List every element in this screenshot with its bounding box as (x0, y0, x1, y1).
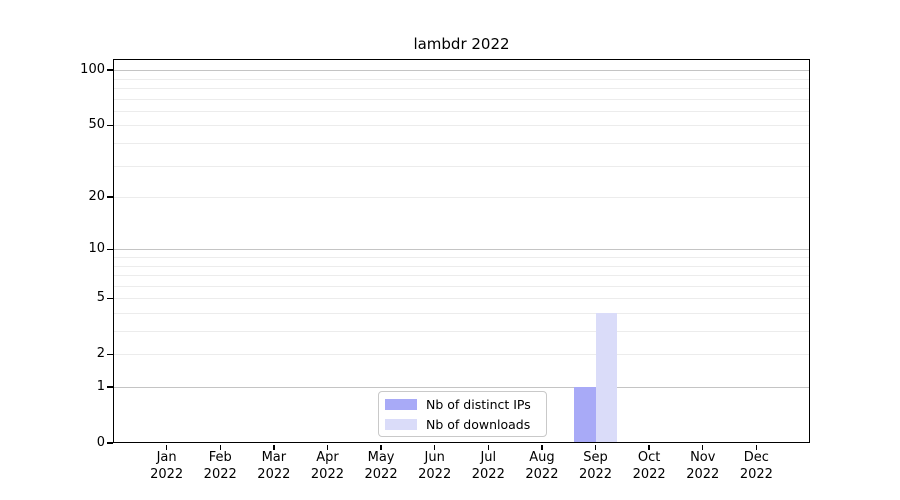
gridline-minor (113, 197, 810, 199)
gridline-minor (113, 88, 810, 89)
x-tick-year: 2022 (310, 467, 344, 482)
x-tick-month: May (367, 450, 395, 465)
x-tick (702, 444, 704, 450)
x-tick-year: 2022 (203, 467, 237, 482)
gridline-minor (113, 78, 810, 80)
x-tick (487, 444, 489, 450)
x-tick-label: Jan 2022 (131, 449, 203, 483)
y-tick (107, 196, 113, 198)
plot-area (113, 59, 810, 443)
x-tick (541, 444, 543, 450)
x-tick-month: Jun (424, 450, 445, 465)
x-tick-month: Jan (156, 450, 177, 465)
gridline-minor (113, 165, 810, 167)
gridline-minor (113, 125, 810, 127)
x-tick (219, 444, 221, 450)
x-tick-year: 2022 (578, 467, 613, 482)
x-tick-year: 2022 (632, 467, 666, 482)
x-tick-year: 2022 (150, 467, 184, 482)
legend-swatch-downloads (385, 418, 417, 430)
y-tick (107, 353, 113, 355)
x-tick-month: Feb (208, 450, 232, 465)
x-tick-label: Aug 2022 (506, 449, 578, 483)
x-tick-label: Jun 2022 (399, 449, 471, 483)
x-tick (594, 444, 597, 450)
x-tick (380, 444, 382, 450)
gridline-minor (113, 275, 810, 277)
x-tick-year: 2022 (418, 467, 452, 482)
gridline-minor (113, 143, 810, 144)
x-tick-month: Jul (480, 450, 497, 465)
x-tick-label: May 2022 (345, 449, 417, 483)
gridline-minor (113, 265, 810, 267)
gridline-minor (113, 285, 810, 287)
x-tick-year: 2022 (257, 467, 291, 482)
bar-distinct-ips (574, 387, 596, 443)
x-tick-year: 2022 (364, 467, 398, 482)
y-tick-label: 100 (80, 62, 105, 78)
x-tick (755, 444, 758, 450)
gridline-minor (113, 312, 810, 314)
y-tick (107, 442, 113, 444)
x-tick-month: Dec (743, 450, 769, 465)
y-tick-label: 2 (96, 346, 105, 362)
y-tick (107, 124, 113, 127)
bar-downloads (595, 312, 617, 443)
y-tick-label: 5 (96, 290, 105, 306)
y-tick-label: 10 (88, 241, 105, 257)
x-tick-year: 2022 (739, 467, 773, 482)
x-tick-year: 2022 (525, 467, 559, 482)
x-tick-month: Mar (261, 450, 287, 465)
x-tick-year: 2022 (686, 467, 720, 482)
x-tick-label: Apr 2022 (291, 449, 363, 483)
gridline-minor (113, 256, 810, 258)
gridline-minor (113, 98, 810, 100)
x-tick (648, 444, 650, 450)
y-tick (107, 297, 113, 299)
legend-label-distinct-ips: Nb of distinct IPs (426, 396, 531, 412)
y-tick-label: 20 (88, 189, 105, 205)
gridline-major (113, 70, 810, 72)
x-tick-label: Feb 2022 (184, 449, 256, 483)
gridline-minor (113, 354, 810, 356)
gridline-minor (113, 298, 810, 300)
legend-item-downloads: Nb of downloads (385, 417, 540, 432)
y-tick (107, 248, 113, 250)
chart-title: lambdr 2022 (413, 35, 510, 53)
x-tick-month: Sep (583, 450, 608, 465)
x-tick (165, 444, 168, 450)
gridline-major (113, 387, 810, 388)
gridline-minor (113, 331, 810, 332)
x-tick-year: 2022 (471, 467, 505, 482)
y-tick (107, 386, 113, 388)
x-tick-label: Dec 2022 (720, 449, 792, 483)
x-tick-label: Jul 2022 (452, 449, 524, 483)
x-tick-month: Apr (316, 450, 339, 465)
y-tick (107, 69, 113, 71)
gridline-minor (113, 110, 810, 112)
y-tick-label: 0 (96, 435, 105, 450)
x-tick-label: Oct 2022 (613, 449, 685, 483)
x-tick-month: Oct (637, 450, 661, 465)
y-tick-label: 1 (96, 379, 105, 394)
x-tick-label: Sep 2022 (560, 449, 632, 483)
x-tick-label: Mar 2022 (238, 449, 310, 483)
legend-swatch-distinct-ips (385, 398, 417, 410)
x-tick (433, 444, 436, 450)
x-tick-label: Nov 2022 (667, 449, 739, 483)
legend-label-downloads: Nb of downloads (426, 416, 531, 432)
x-tick-month: Nov (690, 450, 716, 465)
legend-item-distinct-ips: Nb of distinct IPs (385, 397, 540, 412)
x-tick-month: Aug (529, 450, 555, 465)
x-tick (326, 444, 329, 450)
legend: Nb of distinct IPs Nb of downloads (378, 391, 547, 437)
gridline-major (113, 249, 810, 251)
x-tick (273, 444, 275, 450)
y-tick-label: 50 (88, 117, 105, 133)
